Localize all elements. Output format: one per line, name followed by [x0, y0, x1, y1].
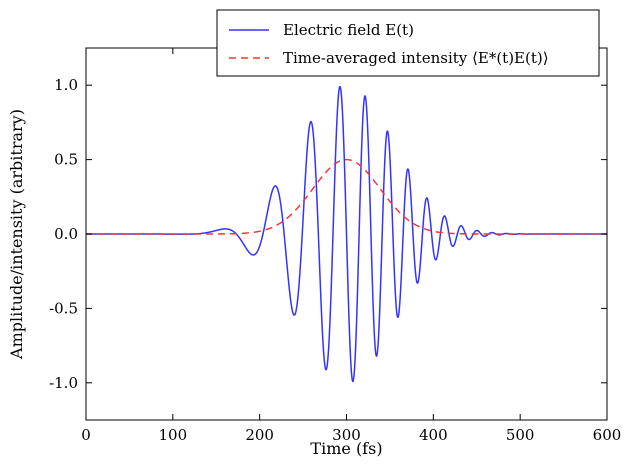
y-tick-label: 1.0 [54, 76, 78, 94]
x-tick-label: 300 [332, 426, 361, 444]
ticks: 0 100 200 300 400 500 600 1.0 0.5 0.0 -0.5 -1.0 [49, 48, 621, 444]
x-tick-label: 200 [245, 426, 274, 444]
x-tick-label: 400 [419, 426, 448, 444]
plot-lines [86, 85, 607, 383]
y-tick-label: 0.0 [54, 225, 78, 243]
legend-label-intensity: Time-averaged intensity ⟨E*(t)E(t)⟩ [283, 49, 549, 67]
y-tick-label: 0.5 [54, 151, 78, 169]
y-axis-label: Amplitude/intensity (arbitrary) [7, 109, 26, 360]
x-axis-label: Time (fs) [310, 439, 382, 458]
y-tick-label: -1.0 [49, 374, 78, 392]
x-tick-label: 600 [593, 426, 622, 444]
x-tick-label: 0 [81, 426, 91, 444]
legend: Electric field E(t) Time-averaged intens… [216, 9, 600, 77]
legend-label-electric-field: Electric field E(t) [283, 21, 414, 39]
y-tick-label: -0.5 [49, 299, 78, 317]
legend-box [216, 9, 600, 77]
x-tick-label: 100 [159, 426, 188, 444]
x-tick-label: 500 [506, 426, 535, 444]
series-line-intensity [86, 158, 607, 235]
